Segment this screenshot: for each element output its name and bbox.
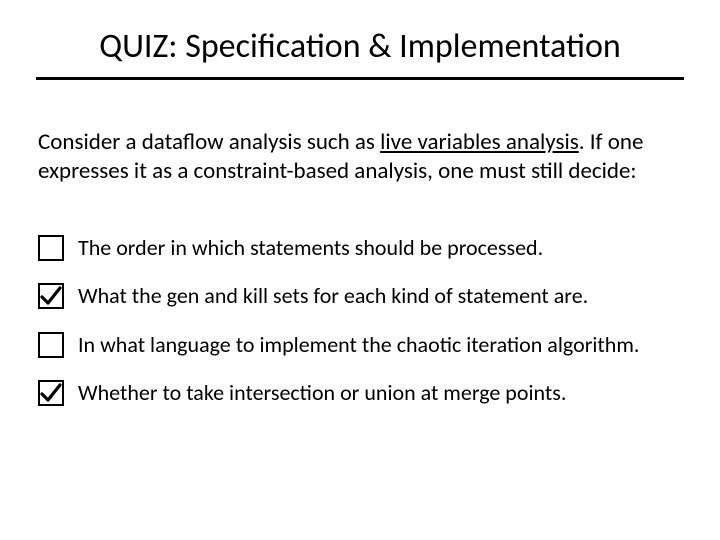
intro-underlined-term: live variables analysis (380, 128, 579, 156)
option-label: The order in which statements should be … (78, 235, 543, 261)
option-row: What the gen and kill sets for each kind… (38, 283, 682, 309)
intro-paragraph: Consider a dataflow analysis such as liv… (36, 128, 684, 187)
checkbox[interactable] (38, 235, 64, 261)
checkbox[interactable] (38, 283, 64, 309)
option-row: The order in which statements should be … (38, 235, 682, 261)
slide: QUIZ: Specification & Implementation Con… (0, 0, 720, 540)
options-list: The order in which statements should be … (36, 235, 684, 407)
option-label: In what language to implement the chaoti… (78, 332, 639, 358)
intro-text-pre: Consider a dataflow analysis such as (38, 128, 380, 156)
checkbox[interactable] (38, 332, 64, 358)
check-icon (38, 380, 64, 406)
title-underline (36, 77, 684, 80)
option-row: In what language to implement the chaoti… (38, 332, 682, 358)
checkbox[interactable] (38, 380, 64, 406)
option-label: Whether to take intersection or union at… (78, 380, 566, 406)
option-label: What the gen and kill sets for each kind… (78, 283, 588, 309)
page-title: QUIZ: Specification & Implementation (36, 26, 684, 67)
check-icon (38, 283, 64, 309)
option-row: Whether to take intersection or union at… (38, 380, 682, 406)
